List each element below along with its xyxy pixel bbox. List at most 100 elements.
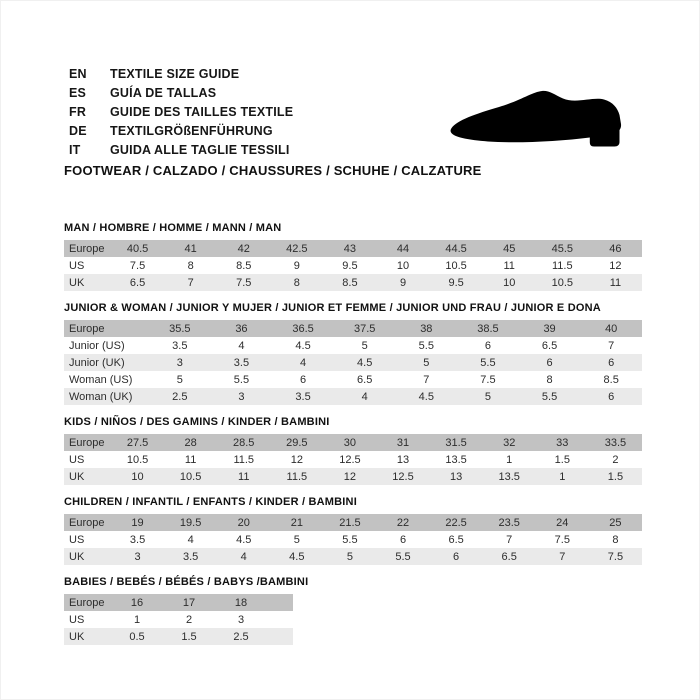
size-cell: 24 — [556, 516, 569, 529]
size-cell: 44.5 — [445, 242, 467, 255]
size-cell: 9 — [399, 276, 407, 289]
table-row: Woman (US) 5 5.5 6 6.5 7 7.5 8 8.5 — [64, 371, 642, 388]
size-cell: 23.5 — [498, 516, 520, 529]
size-cell: 17 — [182, 596, 196, 609]
size-cell: 45 — [503, 242, 516, 255]
size-cell: 27.5 — [126, 436, 149, 449]
table-row: Europe 40.5 41 42 42.5 43 44 44.5 45 45.5 46 — [64, 240, 642, 257]
size-cell: 3.5 — [233, 356, 250, 369]
size-cell: 22.5 — [445, 516, 467, 529]
size-cell: 7.5 — [607, 550, 624, 563]
size-cell: 11 — [609, 276, 622, 289]
size-cell: 46 — [609, 242, 622, 255]
language-row: IT GUIDA ALLE TAGLIE TESSILI — [69, 140, 293, 159]
size-cell: 6 — [399, 533, 407, 546]
row-label: US — [69, 533, 85, 546]
size-cell: 19.5 — [179, 516, 202, 529]
size-cell: 9.5 — [448, 276, 464, 289]
row-label: US — [69, 453, 85, 466]
size-tables: MAN / HOMBRE / HOMME / MANN / MAN Europe 4… — [64, 222, 642, 656]
size-cell: 5 — [176, 373, 183, 386]
language-row: EN TEXTILE SIZE GUIDE — [69, 64, 293, 83]
language-label: GUIDA ALLE TAGLIE TESSILI — [110, 142, 290, 157]
size-cell: 3 — [237, 613, 245, 626]
size-cell: 5.5 — [480, 356, 496, 369]
size-cell: 4 — [238, 339, 245, 352]
size-cell: 4 — [240, 550, 247, 563]
language-row: FR GUIDE DES TAILLES TEXTILE — [69, 102, 293, 121]
size-cell: 3 — [238, 390, 245, 403]
size-cell: 12.5 — [392, 470, 414, 483]
size-cell: 10 — [131, 470, 144, 483]
size-cell: 5.5 — [418, 339, 434, 352]
row-label: Woman (UK) — [69, 390, 133, 403]
size-cell: 6 — [546, 356, 553, 369]
row-label: Junior (US) — [69, 339, 125, 352]
size-cell: 3.5 — [129, 533, 146, 546]
size-table: Europe 19 19.5 20 21 21.5 22 22.5 23.5 24 25 US 3.5 4… — [64, 514, 642, 565]
size-cell: 5 — [293, 533, 300, 546]
table-row: Europe 35.5 36 36.5 37.5 38 38.5 39 40 — [64, 320, 642, 337]
spacer-cell — [267, 628, 293, 645]
size-cell: 7 — [608, 339, 615, 352]
size-cell: 12 — [609, 259, 622, 272]
size-cell: 6 — [484, 339, 491, 352]
size-cell: 44 — [396, 242, 410, 255]
size-cell: 13.5 — [498, 470, 520, 483]
size-cell: 21 — [290, 516, 303, 529]
size-cell: 10 — [503, 276, 516, 289]
language-code: EN — [69, 66, 87, 81]
language-guide-list: EN TEXTILE SIZE GUIDE ES GUÍA DE TALLAS … — [69, 64, 293, 159]
size-cell: 4.5 — [236, 533, 252, 546]
size-cell: 6.5 — [501, 550, 517, 563]
size-cell: 6 — [608, 356, 615, 369]
size-table: Europe 40.5 41 42 42.5 43 44 44.5 45 45.5 46 US 7.5 8… — [64, 240, 642, 291]
size-cell: 18 — [234, 596, 248, 609]
language-row: DE TEXTILGRÖßENFÜHRUNG — [69, 121, 293, 140]
table-title: JUNIOR & WOMAN / JUNIOR Y MUJER / JUNIOR… — [64, 302, 601, 314]
language-label: GUÍA DE TALLAS — [110, 85, 217, 100]
size-cell: 5 — [423, 356, 430, 369]
size-cell: 5.5 — [342, 533, 358, 546]
table-title: MAN / HOMBRE / HOMME / MANN / MAN — [64, 222, 282, 234]
size-cell: 35.5 — [169, 322, 191, 335]
size-cell: 7 — [187, 276, 194, 289]
size-cell: 3.5 — [182, 550, 199, 563]
size-cell: 5 — [484, 390, 491, 403]
table-row: Europe 19 19.5 20 21 21.5 22 22.5 23.5 24 25 — [64, 514, 642, 531]
size-cell: 6 — [608, 390, 615, 403]
size-cell: 5 — [361, 339, 368, 352]
row-label: UK — [69, 630, 85, 643]
size-cell: 11.5 — [286, 470, 308, 483]
size-cell: 38.5 — [477, 322, 499, 335]
table-row: Woman (UK) 2.5 3 3.5 4 4.5 5 5.5 6 — [64, 388, 642, 405]
size-cell: 1.5 — [607, 470, 624, 483]
row-label: Europe — [69, 516, 105, 529]
table-title: BABIES / BEBÉS / BÉBÉS / BABYS /BAMBINI — [64, 576, 309, 588]
size-table-section: KIDS / NIÑOS / DES GAMINS / KINDER / BAM… — [64, 416, 642, 485]
row-label: Europe — [69, 436, 105, 449]
size-cell: 7.5 — [129, 259, 146, 272]
size-cell: 31 — [396, 436, 410, 449]
table-row: Junior (UK) 3 3.5 4 4.5 5 5.5 6 6 — [64, 354, 642, 371]
size-cell: 7 — [506, 533, 513, 546]
size-cell: 3 — [134, 550, 141, 563]
size-table-section: JUNIOR & WOMAN / JUNIOR Y MUJER / JUNIOR… — [64, 302, 642, 405]
size-cell: 28.5 — [233, 436, 255, 449]
size-cell: 43 — [343, 242, 357, 255]
table-row: US 1 2 3 — [64, 611, 293, 628]
size-cell: 8.5 — [342, 276, 358, 289]
table-title: CHILDREN / INFANTIL / ENFANTS / KINDER /… — [64, 496, 357, 508]
size-table: Europe 35.5 36 36.5 37.5 38 38.5 39 40 Junior (US… — [64, 320, 642, 405]
table-row: UK 3 3.5 4 4.5 5 5.5 6 6.5 7 7.5 — [64, 548, 642, 565]
size-table-section: CHILDREN / INFANTIL / ENFANTS / KINDER /… — [64, 496, 642, 565]
table-row: UK 0.5 1.5 2.5 — [64, 628, 293, 645]
size-cell: 31.5 — [445, 436, 467, 449]
size-cell: 40.5 — [126, 242, 149, 255]
size-cell: 8 — [293, 276, 300, 289]
size-cell: 4.5 — [418, 390, 434, 403]
size-cell: 4.5 — [289, 550, 305, 563]
row-label: UK — [69, 550, 85, 563]
size-cell: 8 — [546, 373, 553, 386]
size-cell: 6.5 — [357, 373, 373, 386]
